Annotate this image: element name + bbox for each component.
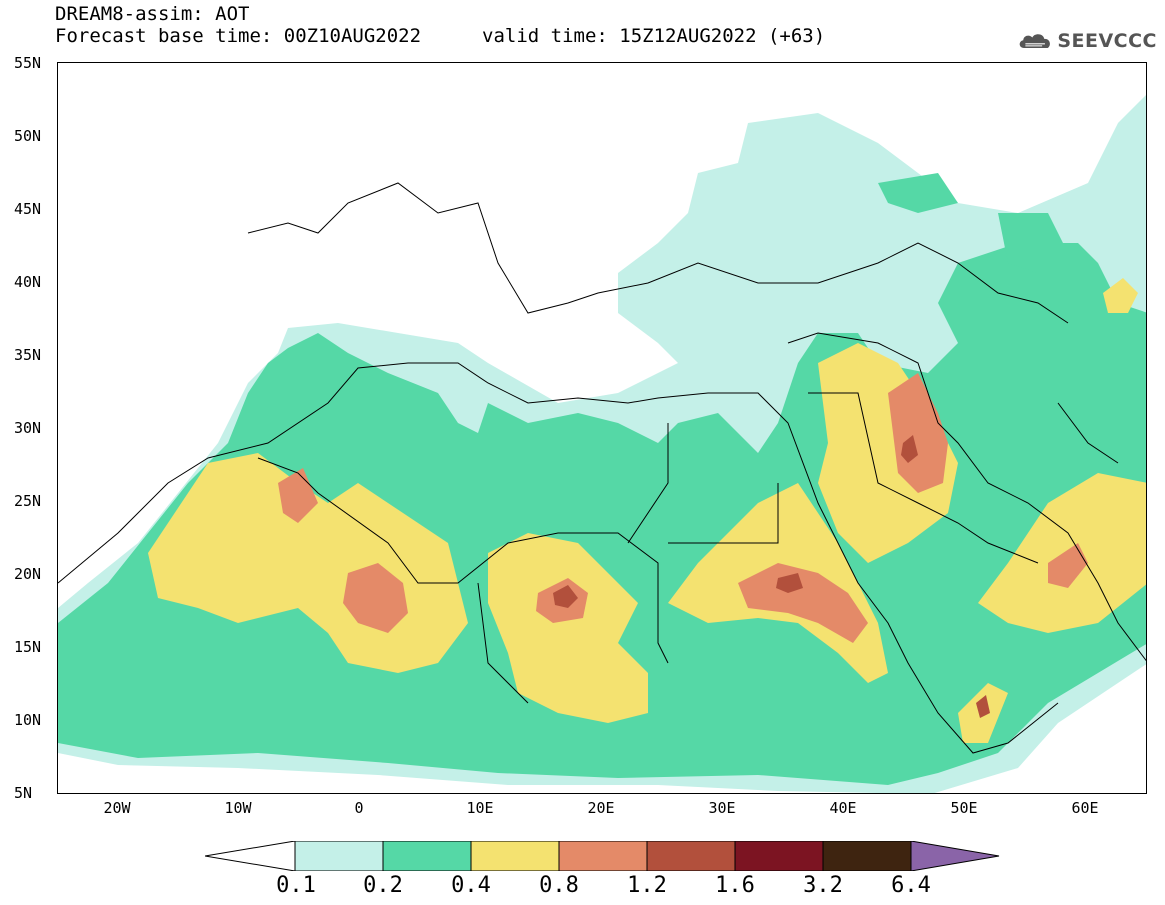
lat-label-35n: 35N: [14, 346, 42, 364]
colorbar-label-3-2: 3.2: [803, 873, 843, 898]
valid-time: valid time: 15Z12AUG2022 (+63): [482, 25, 826, 47]
title-line-2: Forecast base time: 00Z10AUG2022: [55, 25, 422, 47]
border-lines: [257, 392, 1119, 704]
colorbar-bin-0-4: [470, 841, 560, 871]
map-canvas: [58, 95, 1146, 793]
colorbar-label-6-4: 6.4: [891, 873, 931, 898]
lon-label-50e: 50E: [950, 799, 978, 817]
title-line-1: DREAM8-assim: AOT: [55, 3, 250, 25]
lat-label-5n: 5N: [14, 784, 33, 802]
lon-label-30e: 30E: [708, 799, 736, 817]
lat-label-20n: 20N: [14, 565, 42, 583]
graticule: [58, 182, 1146, 754]
colorbar-label-0-8: 0.8: [539, 873, 579, 898]
logo-text: SEEVCCC: [1057, 30, 1157, 52]
lat-label-45n: 45N: [14, 200, 42, 218]
lat-label-40n: 40N: [14, 273, 42, 291]
lon-label-10w: 10W: [224, 799, 252, 817]
lat-label-15n: 15N: [14, 638, 42, 656]
colorbar-bin-0-8: [558, 841, 648, 871]
lon-label-20w: 20W: [103, 799, 131, 817]
lon-label-20e: 20E: [587, 799, 615, 817]
lat-label-50n: 50N: [14, 127, 42, 145]
colorbar-under-arrow: [205, 841, 296, 871]
lat-label-25n: 25N: [14, 492, 42, 510]
lat-label-30n: 30N: [14, 419, 42, 437]
lon-label-0: 0: [354, 799, 364, 817]
colorbar: [205, 841, 1000, 871]
colorbar-bin-0-2: [382, 841, 472, 871]
colorbar-label-1-6: 1.6: [715, 873, 755, 898]
coast-outline-africa: [58, 362, 1059, 754]
colorbar-label-0-1: 0.1: [276, 873, 316, 898]
aot-map: [57, 62, 1147, 794]
colorbar-label-0-2: 0.2: [363, 873, 403, 898]
lon-label-60e: 60E: [1071, 799, 1099, 817]
aot-level-0-8: [278, 373, 1088, 643]
colorbar-bin-1-6: [734, 841, 824, 871]
seevccc-logo: SEEVCCC: [1017, 26, 1157, 56]
colorbar-over-arrow: [910, 841, 1000, 871]
colorbar-label-1-2: 1.2: [627, 873, 667, 898]
lat-label-55n: 55N: [14, 54, 42, 72]
colorbar-bin-0-1: [294, 841, 384, 871]
aot-level-1-2: [553, 435, 990, 718]
lat-label-10n: 10N: [14, 711, 42, 729]
lon-label-10e: 10E: [466, 799, 494, 817]
colorbar-bin-3-2: [822, 841, 912, 871]
coast-outline-arabia: [787, 332, 1146, 662]
coast-outline-europe: [247, 182, 1069, 324]
colorbar-label-0-4: 0.4: [451, 873, 491, 898]
cloud-icon: [1019, 34, 1050, 48]
lon-label-40e: 40E: [829, 799, 857, 817]
colorbar-bin-1-2: [646, 841, 736, 871]
